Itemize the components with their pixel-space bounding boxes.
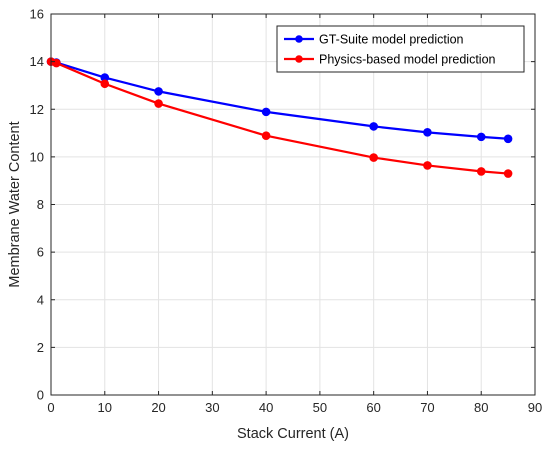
x-tick-label: 30 bbox=[205, 400, 219, 415]
data-point bbox=[423, 161, 432, 170]
data-point bbox=[503, 134, 513, 144]
plot-area bbox=[46, 13, 536, 396]
y-tick-label: 14 bbox=[30, 54, 44, 69]
legend-swatch-marker bbox=[295, 35, 303, 43]
x-tick-label: 60 bbox=[366, 400, 380, 415]
x-tick-label: 10 bbox=[98, 400, 112, 415]
data-point bbox=[261, 131, 271, 140]
y-tick-label: 2 bbox=[37, 340, 44, 355]
y-tick-label: 4 bbox=[37, 292, 44, 307]
legend-swatch-marker bbox=[295, 55, 303, 63]
data-point bbox=[261, 107, 271, 117]
data-point bbox=[154, 99, 163, 108]
legend-item: Physics-based model prediction bbox=[284, 53, 496, 67]
series-2 bbox=[46, 57, 513, 178]
y-axis-label: Membrane Water Content bbox=[7, 121, 23, 287]
x-tick-label: 70 bbox=[420, 400, 434, 415]
legend: GT-Suite model prediction Physics-based m… bbox=[276, 25, 525, 73]
x-tick-label: 20 bbox=[151, 400, 165, 415]
legend-label: GT-Suite model prediction bbox=[319, 33, 464, 47]
data-point bbox=[476, 167, 486, 176]
y-tick-label: 10 bbox=[30, 149, 44, 164]
data-point bbox=[503, 169, 513, 178]
data-point bbox=[423, 128, 432, 137]
data-point bbox=[369, 153, 378, 162]
y-tick-label: 16 bbox=[30, 7, 44, 22]
y-tick-label: 8 bbox=[37, 197, 44, 212]
data-point bbox=[100, 79, 110, 89]
x-tick-label: 0 bbox=[47, 400, 54, 415]
x-axis-label: Stack Current (A) bbox=[237, 426, 349, 442]
legend-label: Physics-based model prediction bbox=[319, 53, 496, 67]
data-point bbox=[369, 122, 378, 131]
data-point bbox=[154, 87, 163, 96]
y-tick-label: 12 bbox=[30, 102, 44, 117]
y-tick-label: 6 bbox=[37, 245, 44, 260]
data-point bbox=[476, 132, 486, 142]
series-layer bbox=[46, 57, 513, 178]
x-tick-label: 40 bbox=[259, 400, 273, 415]
legend-box bbox=[276, 25, 525, 73]
data-point bbox=[52, 58, 61, 68]
x-tick-label: 90 bbox=[528, 400, 542, 415]
y-axis: 0 2 4 6 8 10 12 14 16 bbox=[30, 7, 535, 403]
x-tick-label: 80 bbox=[474, 400, 488, 415]
x-tick-label: 50 bbox=[313, 400, 327, 415]
x-axis: 0 10 20 30 40 50 60 70 80 90 bbox=[47, 14, 542, 415]
y-tick-label: 0 bbox=[37, 388, 44, 403]
legend-item: GT-Suite model prediction bbox=[284, 33, 464, 47]
